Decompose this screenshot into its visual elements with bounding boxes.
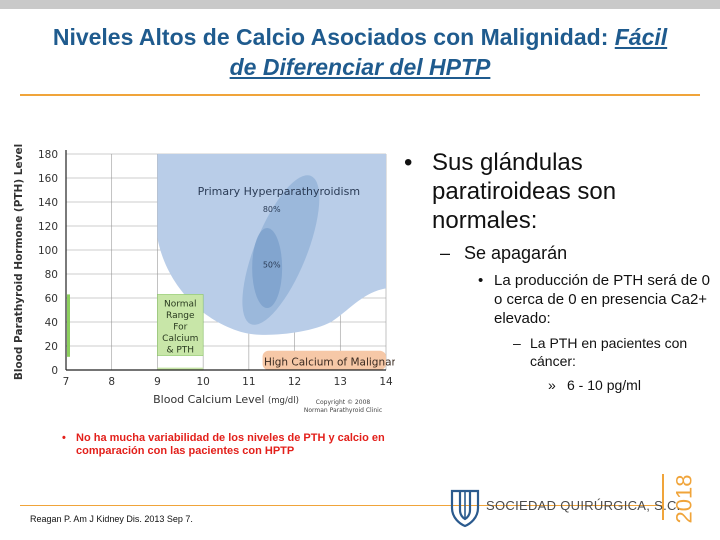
malignancy-region bbox=[262, 350, 386, 370]
footer-vertical-divider bbox=[662, 474, 664, 520]
bullet-marker: • bbox=[478, 272, 484, 289]
title-divider bbox=[20, 94, 700, 96]
bullet-text: 6 - 10 pg/ml bbox=[567, 377, 641, 393]
normal-range-region bbox=[157, 294, 204, 356]
brand-name: SOCIEDAD QUIRÚRGICA, S.C. bbox=[486, 498, 681, 513]
primary-hyperparathyroidism-label: Primary Hyperparathyroidism bbox=[198, 185, 360, 198]
x-axis-label: Blood Calcium Level (mg/dl) bbox=[153, 393, 299, 406]
y-tick-label: 160 bbox=[38, 173, 58, 185]
y-tick-label: 20 bbox=[45, 341, 58, 353]
bullet-marker: • bbox=[404, 149, 413, 176]
normal-calcium-strip bbox=[157, 367, 204, 371]
y-tick-label: 100 bbox=[38, 245, 58, 257]
normal-range-line: Normal bbox=[164, 299, 197, 309]
x-tick-label: 10 bbox=[196, 376, 209, 388]
title-main: Niveles Altos de Calcio Asociados con Ma… bbox=[52, 24, 615, 50]
x-tick-label: 14 bbox=[379, 376, 393, 388]
bullet-level-3: • La producción de PTH será de 0 o cerca … bbox=[400, 271, 720, 328]
copyright-line: Copyright © 2008 bbox=[316, 399, 371, 406]
fifty-percent-region bbox=[252, 228, 283, 308]
x-axis-unit: (mg/dl) bbox=[268, 396, 299, 406]
chart-axes bbox=[65, 150, 386, 371]
reference-citation: Reagan P. Am J Kidney Dis. 2013 Sep 7. bbox=[30, 514, 193, 524]
x-tick-label: 7 bbox=[63, 376, 70, 388]
note-text: No ha mucha variabilidad de los niveles … bbox=[76, 432, 385, 457]
bullet-level-1: • Sus glándulas paratiroideas son normale… bbox=[400, 148, 720, 235]
normal-pth-strip bbox=[67, 294, 70, 357]
bullet-text: La PTH en pacientes con cáncer: bbox=[530, 335, 688, 369]
normal-range-line: For bbox=[173, 322, 187, 332]
red-note: • No ha mucha variabilidad de los nivele… bbox=[62, 432, 396, 458]
x-tick-label: 12 bbox=[288, 376, 301, 388]
y-tick-label: 140 bbox=[38, 197, 58, 209]
bullet-marker: » bbox=[548, 377, 556, 393]
title-emphasis-2: de Diferenciar del HPTP bbox=[229, 54, 491, 80]
top-bar bbox=[0, 0, 720, 9]
y-tick-label: 80 bbox=[45, 269, 58, 281]
title-emphasis: Fácil bbox=[614, 24, 668, 50]
note-marker: • bbox=[62, 432, 66, 444]
bullet-text: Sus glándulas paratiroideas son normales… bbox=[432, 149, 617, 234]
page-title: Niveles Altos de Calcio Asociados con Ma… bbox=[20, 22, 700, 82]
malignancy-label: High Calcium of Malignancy bbox=[264, 357, 395, 369]
eighty-percent-label: 80% bbox=[263, 205, 281, 214]
bullet-list: • Sus glándulas paratiroideas son normale… bbox=[400, 148, 720, 394]
normal-range-line: Range bbox=[166, 311, 195, 321]
y-tick-label: 0 bbox=[51, 365, 58, 377]
normal-range-line: Calcium bbox=[162, 334, 198, 344]
y-tick-label: 120 bbox=[38, 221, 58, 233]
x-tick-label: 13 bbox=[334, 376, 347, 388]
normal-range-line: & PTH bbox=[166, 345, 194, 355]
bullet-level-5: » 6 - 10 pg/ml bbox=[400, 376, 720, 394]
bullet-marker: – bbox=[513, 335, 521, 351]
y-tick-label: 40 bbox=[45, 317, 58, 329]
bullet-level-4: – La PTH en pacientes con cáncer: bbox=[400, 334, 720, 370]
bullet-text: Se apagarán bbox=[464, 243, 568, 263]
footer-divider bbox=[20, 505, 662, 506]
calcium-pth-chart: 7 8 9 10 11 12 13 14 0 20 40 60 80 100 120 140 160 180 P… bbox=[13, 144, 395, 414]
bullet-text: La producción de PTH será de 0 o cerca d… bbox=[494, 272, 710, 327]
x-tick-label: 8 bbox=[108, 376, 115, 388]
x-tick-label: 11 bbox=[242, 376, 255, 388]
y-tick-label: 60 bbox=[45, 293, 58, 305]
y-tick-label: 180 bbox=[38, 149, 58, 161]
x-tick-label: 9 bbox=[154, 376, 161, 388]
bullet-level-2: – Se apagarán bbox=[400, 241, 720, 265]
y-axis-label: Blood Parathyroid Hormone (PTH) Level bbox=[13, 144, 25, 380]
bullet-marker: – bbox=[440, 243, 451, 263]
fifty-percent-label: 50% bbox=[263, 260, 281, 269]
shield-logo-icon bbox=[450, 489, 480, 528]
copyright-line: Norman Parathyroid Clinic bbox=[304, 407, 382, 414]
